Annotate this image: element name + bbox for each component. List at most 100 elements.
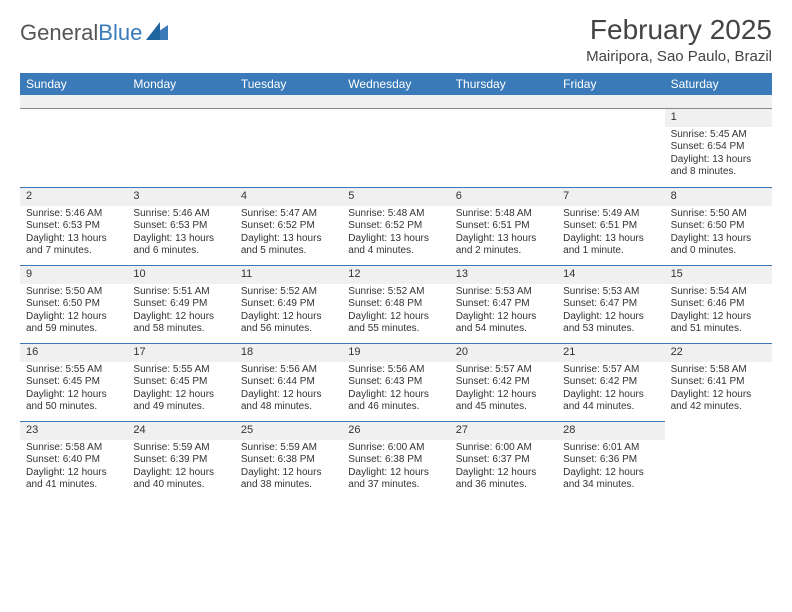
calendar-row: 1Sunrise: 5:45 AMSunset: 6:54 PMDaylight… bbox=[20, 109, 772, 187]
daylight-line2: and 56 minutes. bbox=[241, 323, 336, 336]
sunrise-text: Sunrise: 5:45 AM bbox=[671, 129, 766, 142]
daylight-line1: Daylight: 12 hours bbox=[563, 389, 658, 402]
brand-logo: GeneralBlue bbox=[20, 14, 168, 46]
day-number: 5 bbox=[342, 187, 449, 206]
sunrise-text: Sunrise: 5:57 AM bbox=[456, 364, 551, 377]
sunrise-text: Sunrise: 5:50 AM bbox=[671, 208, 766, 221]
sunset-text: Sunset: 6:51 PM bbox=[456, 220, 551, 233]
daylight-line2: and 46 minutes. bbox=[348, 401, 443, 414]
daylight-line1: Daylight: 12 hours bbox=[348, 467, 443, 480]
day-body: Sunrise: 5:52 AMSunset: 6:48 PMDaylight:… bbox=[342, 284, 449, 340]
calendar-body: 1Sunrise: 5:45 AMSunset: 6:54 PMDaylight… bbox=[20, 95, 772, 499]
sunrise-text: Sunrise: 5:51 AM bbox=[133, 286, 228, 299]
daylight-line1: Daylight: 12 hours bbox=[241, 389, 336, 402]
daylight-line2: and 51 minutes. bbox=[671, 323, 766, 336]
daylight-line1: Daylight: 12 hours bbox=[456, 311, 551, 324]
daylight-line2: and 44 minutes. bbox=[563, 401, 658, 414]
day-body: Sunrise: 5:50 AMSunset: 6:50 PMDaylight:… bbox=[20, 284, 127, 340]
location: Mairipora, Sao Paulo, Brazil bbox=[586, 48, 772, 65]
daylight-line1: Daylight: 13 hours bbox=[133, 233, 228, 246]
daylight-line1: Daylight: 12 hours bbox=[241, 311, 336, 324]
day-cell: 13Sunrise: 5:53 AMSunset: 6:47 PMDayligh… bbox=[450, 265, 557, 343]
day-cell: 10Sunrise: 5:51 AMSunset: 6:49 PMDayligh… bbox=[127, 265, 234, 343]
daylight-line1: Daylight: 12 hours bbox=[26, 311, 121, 324]
day-cell: 12Sunrise: 5:52 AMSunset: 6:48 PMDayligh… bbox=[342, 265, 449, 343]
day-body: Sunrise: 5:49 AMSunset: 6:51 PMDaylight:… bbox=[557, 206, 664, 262]
day-number: 11 bbox=[235, 265, 342, 284]
daylight-line1: Daylight: 13 hours bbox=[241, 233, 336, 246]
calendar-row: 23Sunrise: 5:58 AMSunset: 6:40 PMDayligh… bbox=[20, 421, 772, 499]
daylight-line2: and 6 minutes. bbox=[133, 245, 228, 258]
daylight-line2: and 7 minutes. bbox=[26, 245, 121, 258]
sunset-text: Sunset: 6:45 PM bbox=[26, 376, 121, 389]
sunrise-text: Sunrise: 5:48 AM bbox=[456, 208, 551, 221]
sunset-text: Sunset: 6:42 PM bbox=[563, 376, 658, 389]
day-body: Sunrise: 5:59 AMSunset: 6:39 PMDaylight:… bbox=[127, 440, 234, 496]
day-body: Sunrise: 5:46 AMSunset: 6:53 PMDaylight:… bbox=[20, 206, 127, 262]
day-number: 12 bbox=[342, 265, 449, 284]
daylight-line1: Daylight: 12 hours bbox=[563, 467, 658, 480]
day-cell: 11Sunrise: 5:52 AMSunset: 6:49 PMDayligh… bbox=[235, 265, 342, 343]
sunrise-text: Sunrise: 5:57 AM bbox=[563, 364, 658, 377]
day-body: Sunrise: 5:48 AMSunset: 6:51 PMDaylight:… bbox=[450, 206, 557, 262]
empty-cell bbox=[557, 109, 664, 187]
sunset-text: Sunset: 6:36 PM bbox=[563, 454, 658, 467]
day-body: Sunrise: 5:51 AMSunset: 6:49 PMDaylight:… bbox=[127, 284, 234, 340]
sunrise-text: Sunrise: 5:50 AM bbox=[26, 286, 121, 299]
sunrise-text: Sunrise: 5:55 AM bbox=[133, 364, 228, 377]
sunset-text: Sunset: 6:51 PM bbox=[563, 220, 658, 233]
day-cell: 8Sunrise: 5:50 AMSunset: 6:50 PMDaylight… bbox=[665, 187, 772, 265]
daylight-line1: Daylight: 12 hours bbox=[348, 389, 443, 402]
sunrise-text: Sunrise: 5:56 AM bbox=[348, 364, 443, 377]
day-number: 8 bbox=[665, 187, 772, 206]
daylight-line2: and 58 minutes. bbox=[133, 323, 228, 336]
day-cell: 18Sunrise: 5:56 AMSunset: 6:44 PMDayligh… bbox=[235, 343, 342, 421]
sunset-text: Sunset: 6:47 PM bbox=[456, 298, 551, 311]
weekday-mon: Monday bbox=[127, 73, 234, 95]
daylight-line2: and 40 minutes. bbox=[133, 479, 228, 492]
day-cell: 28Sunrise: 6:01 AMSunset: 6:36 PMDayligh… bbox=[557, 421, 664, 499]
day-cell: 14Sunrise: 5:53 AMSunset: 6:47 PMDayligh… bbox=[557, 265, 664, 343]
daylight-line2: and 59 minutes. bbox=[26, 323, 121, 336]
sunrise-text: Sunrise: 6:01 AM bbox=[563, 442, 658, 455]
day-cell: 7Sunrise: 5:49 AMSunset: 6:51 PMDaylight… bbox=[557, 187, 664, 265]
sunset-text: Sunset: 6:52 PM bbox=[241, 220, 336, 233]
daylight-line2: and 36 minutes. bbox=[456, 479, 551, 492]
day-cell: 1Sunrise: 5:45 AMSunset: 6:54 PMDaylight… bbox=[665, 109, 772, 187]
daylight-line1: Daylight: 12 hours bbox=[133, 467, 228, 480]
sunset-text: Sunset: 6:48 PM bbox=[348, 298, 443, 311]
sunset-text: Sunset: 6:37 PM bbox=[456, 454, 551, 467]
day-number: 25 bbox=[235, 421, 342, 440]
sunrise-text: Sunrise: 5:49 AM bbox=[563, 208, 658, 221]
day-number: 19 bbox=[342, 343, 449, 362]
day-body: Sunrise: 6:00 AMSunset: 6:38 PMDaylight:… bbox=[342, 440, 449, 496]
day-cell: 17Sunrise: 5:55 AMSunset: 6:45 PMDayligh… bbox=[127, 343, 234, 421]
day-cell: 22Sunrise: 5:58 AMSunset: 6:41 PMDayligh… bbox=[665, 343, 772, 421]
sunset-text: Sunset: 6:43 PM bbox=[348, 376, 443, 389]
daylight-line2: and 0 minutes. bbox=[671, 245, 766, 258]
day-cell: 20Sunrise: 5:57 AMSunset: 6:42 PMDayligh… bbox=[450, 343, 557, 421]
day-number: 10 bbox=[127, 265, 234, 284]
empty-cell bbox=[450, 109, 557, 187]
day-cell: 2Sunrise: 5:46 AMSunset: 6:53 PMDaylight… bbox=[20, 187, 127, 265]
sunrise-text: Sunrise: 5:54 AM bbox=[671, 286, 766, 299]
sunrise-text: Sunrise: 5:58 AM bbox=[26, 442, 121, 455]
sunset-text: Sunset: 6:38 PM bbox=[241, 454, 336, 467]
day-cell: 6Sunrise: 5:48 AMSunset: 6:51 PMDaylight… bbox=[450, 187, 557, 265]
weekday-header: Sunday Monday Tuesday Wednesday Thursday… bbox=[20, 73, 772, 95]
daylight-line1: Daylight: 13 hours bbox=[671, 154, 766, 167]
day-body: Sunrise: 5:56 AMSunset: 6:43 PMDaylight:… bbox=[342, 362, 449, 418]
day-body: Sunrise: 5:54 AMSunset: 6:46 PMDaylight:… bbox=[665, 284, 772, 340]
daylight-line2: and 41 minutes. bbox=[26, 479, 121, 492]
daylight-line1: Daylight: 12 hours bbox=[671, 389, 766, 402]
day-number: 16 bbox=[20, 343, 127, 362]
month-title: February 2025 bbox=[586, 14, 772, 46]
day-number: 2 bbox=[20, 187, 127, 206]
sunset-text: Sunset: 6:42 PM bbox=[456, 376, 551, 389]
day-cell: 21Sunrise: 5:57 AMSunset: 6:42 PMDayligh… bbox=[557, 343, 664, 421]
day-body: Sunrise: 6:00 AMSunset: 6:37 PMDaylight:… bbox=[450, 440, 557, 496]
sunset-text: Sunset: 6:53 PM bbox=[26, 220, 121, 233]
day-body: Sunrise: 5:57 AMSunset: 6:42 PMDaylight:… bbox=[450, 362, 557, 418]
daylight-line2: and 34 minutes. bbox=[563, 479, 658, 492]
page: GeneralBlue February 2025 Mairipora, Sao… bbox=[0, 0, 792, 509]
